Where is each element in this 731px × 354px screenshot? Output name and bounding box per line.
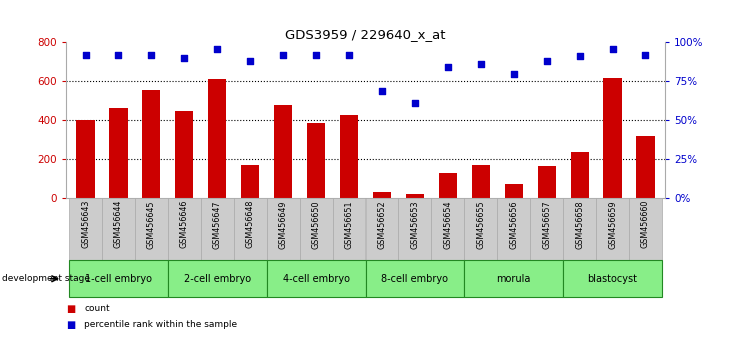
Text: GSM456645: GSM456645 — [147, 200, 156, 249]
Bar — [439, 173, 457, 198]
Bar — [530, 198, 563, 260]
Bar — [497, 198, 530, 260]
Bar — [77, 120, 94, 198]
Bar — [135, 198, 168, 260]
Bar — [604, 79, 621, 198]
Point — [343, 52, 355, 58]
Point — [475, 62, 487, 67]
Bar — [267, 260, 366, 297]
Bar — [563, 260, 662, 297]
Bar — [471, 165, 490, 198]
Bar — [201, 198, 234, 260]
Bar — [340, 115, 358, 198]
Bar — [241, 165, 260, 198]
Text: 1-cell embryo: 1-cell embryo — [85, 274, 152, 284]
Bar — [143, 90, 161, 198]
Bar — [537, 166, 556, 198]
Point — [178, 55, 190, 61]
Text: GSM456649: GSM456649 — [279, 200, 288, 249]
Bar — [267, 198, 300, 260]
Point — [607, 46, 618, 52]
Text: GSM456659: GSM456659 — [608, 200, 617, 249]
Bar — [366, 260, 464, 297]
Point — [244, 58, 256, 64]
Bar — [208, 80, 227, 198]
Text: GSM456651: GSM456651 — [344, 200, 354, 249]
Bar — [398, 198, 431, 260]
Text: GSM456653: GSM456653 — [410, 200, 420, 249]
Bar — [175, 110, 194, 198]
Bar — [168, 260, 267, 297]
Text: GSM456648: GSM456648 — [246, 200, 254, 249]
Text: ■: ■ — [66, 320, 75, 330]
Bar — [464, 260, 563, 297]
Bar — [431, 198, 464, 260]
Bar — [596, 198, 629, 260]
Bar — [563, 198, 596, 260]
Point — [574, 54, 586, 59]
Bar — [300, 198, 333, 260]
Bar — [373, 193, 391, 198]
Text: GSM456643: GSM456643 — [81, 200, 90, 249]
Text: GSM456650: GSM456650 — [311, 200, 321, 249]
Point — [145, 52, 157, 58]
Text: ■: ■ — [66, 304, 75, 314]
Bar — [168, 198, 201, 260]
Bar — [110, 108, 127, 198]
Text: GSM456654: GSM456654 — [443, 200, 452, 249]
Text: GSM456652: GSM456652 — [377, 200, 387, 249]
Text: GSM456656: GSM456656 — [510, 200, 518, 249]
Text: 2-cell embryo: 2-cell embryo — [183, 274, 251, 284]
Text: development stage: development stage — [2, 274, 90, 283]
Text: GSM456646: GSM456646 — [180, 200, 189, 249]
Point — [640, 52, 651, 58]
Point — [409, 101, 421, 106]
Point — [376, 88, 388, 93]
Text: GSM456644: GSM456644 — [114, 200, 123, 249]
Text: percentile rank within the sample: percentile rank within the sample — [84, 320, 237, 329]
Text: GSM456647: GSM456647 — [213, 200, 221, 249]
Text: morula: morula — [496, 274, 531, 284]
Text: GSM456657: GSM456657 — [542, 200, 551, 249]
Point — [113, 52, 124, 58]
Point — [80, 52, 91, 58]
Bar — [570, 152, 588, 198]
Bar — [69, 198, 102, 260]
Point — [277, 52, 289, 58]
Text: GSM456658: GSM456658 — [575, 200, 584, 249]
Bar — [307, 123, 325, 198]
Point — [541, 58, 553, 64]
Text: 4-cell embryo: 4-cell embryo — [283, 274, 349, 284]
Text: GSM456655: GSM456655 — [477, 200, 485, 249]
Point — [310, 52, 322, 58]
Bar — [464, 198, 497, 260]
Bar — [366, 198, 398, 260]
Text: 8-cell embryo: 8-cell embryo — [382, 274, 448, 284]
Bar — [637, 136, 654, 198]
Bar — [629, 198, 662, 260]
Point — [442, 64, 454, 70]
Text: count: count — [84, 304, 110, 313]
Bar — [333, 198, 366, 260]
Bar — [102, 198, 135, 260]
Point — [508, 71, 520, 76]
Text: GSM456660: GSM456660 — [641, 200, 650, 249]
Bar — [69, 260, 168, 297]
Bar — [504, 184, 523, 198]
Bar — [274, 105, 292, 198]
Bar — [234, 198, 267, 260]
Title: GDS3959 / 229640_x_at: GDS3959 / 229640_x_at — [285, 28, 446, 41]
Point — [211, 46, 223, 52]
Bar — [406, 194, 424, 198]
Text: blastocyst: blastocyst — [588, 274, 637, 284]
